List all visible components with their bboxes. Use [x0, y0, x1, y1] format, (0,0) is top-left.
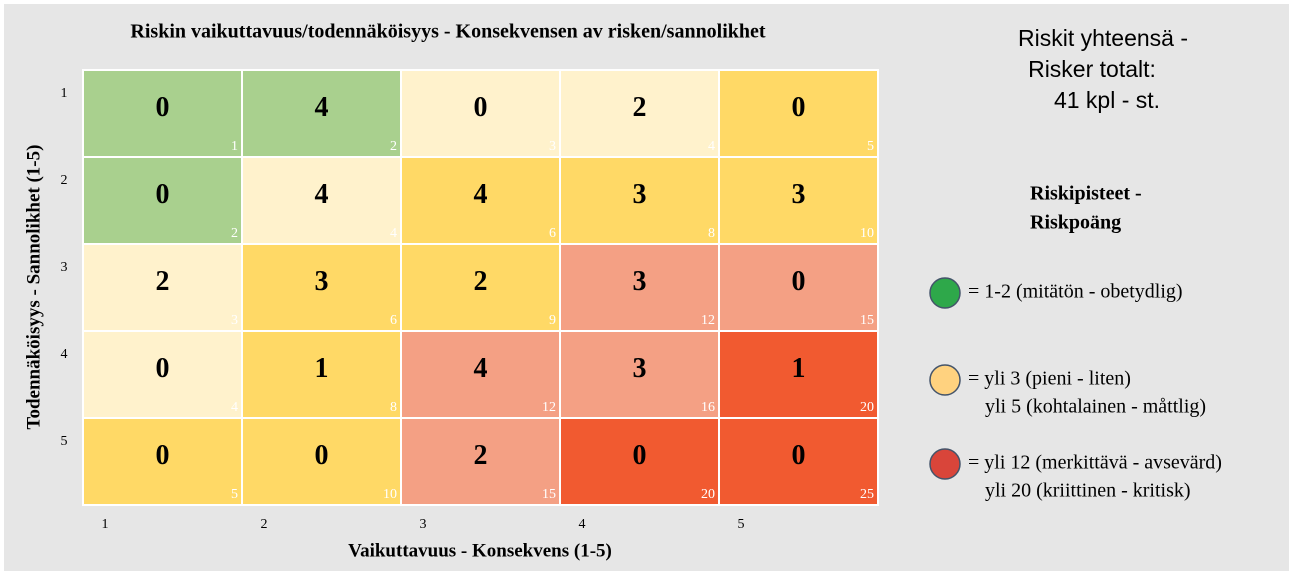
x-tick-label: 1: [102, 517, 109, 532]
cell-score: 8: [708, 226, 715, 241]
cell-score: 12: [701, 313, 715, 328]
cell: [559, 243, 720, 332]
legend-text: yli 5 (kohtalainen - måttlig): [985, 396, 1206, 418]
cell: [400, 243, 561, 332]
legend-text: = 1-2 (mitätön - obetydlig): [968, 281, 1183, 303]
cell: [559, 417, 720, 506]
x-tick-label: 4: [579, 517, 586, 532]
cell-count: 0: [156, 179, 170, 210]
cell: [241, 417, 402, 506]
legend-swatch: [929, 448, 961, 480]
cell-score: 20: [860, 400, 874, 415]
cell-count: 0: [792, 92, 806, 123]
cell-count: 3: [633, 179, 647, 210]
cell-count: 0: [156, 92, 170, 123]
cell-count: 0: [315, 440, 329, 471]
cell: [718, 417, 879, 506]
total-text: Riskit yhteensä -: [1018, 25, 1188, 51]
cell: [241, 243, 402, 332]
cell-score: 10: [860, 226, 874, 241]
cell: [559, 330, 720, 419]
cell: [400, 417, 561, 506]
cell-score: 4: [231, 400, 238, 415]
cell-score: 2: [390, 139, 397, 154]
cell-count: 2: [156, 266, 170, 297]
cell-count: 1: [315, 353, 329, 384]
x-tick-label: 5: [738, 517, 745, 532]
y-tick-label: 5: [61, 434, 68, 449]
cell: [82, 69, 243, 158]
cell-score: 3: [231, 313, 238, 328]
cell: [82, 330, 243, 419]
chart-title: Riskin vaikuttavuus/todennäköisyys - Kon…: [130, 21, 766, 43]
cell-count: 0: [156, 353, 170, 384]
cell-score: 15: [860, 313, 874, 328]
legend-swatch: [929, 277, 961, 309]
cell-score: 15: [542, 487, 556, 502]
x-tick-label: 2: [261, 517, 268, 532]
cell-count: 0: [792, 266, 806, 297]
x-axis-label: Vaikuttavuus - Konsekvens (1-5): [348, 540, 612, 561]
cell: [400, 69, 561, 158]
cell-score: 16: [701, 400, 715, 415]
cell-count: 4: [474, 353, 488, 384]
cell-score: 9: [549, 313, 556, 328]
legend-title: Riskpoäng: [1030, 212, 1121, 234]
cell-count: 2: [633, 92, 647, 123]
x-tick-label: 3: [420, 517, 427, 532]
cell: [400, 156, 561, 245]
legend-text: yli 20 (kriittinen - kritisk): [985, 480, 1191, 502]
cell-count: 2: [474, 266, 488, 297]
cell: [400, 330, 561, 419]
cell-score: 12: [542, 400, 556, 415]
cell-score: 10: [383, 487, 397, 502]
cell: [718, 330, 879, 419]
cell-score: 2: [231, 226, 238, 241]
total-text: 41 kpl - st.: [1054, 87, 1160, 113]
cell-count: 0: [792, 440, 806, 471]
cell-score: 20: [701, 487, 715, 502]
total-text: Risker totalt:: [1028, 56, 1156, 82]
legend-swatch: [929, 364, 961, 396]
cell-count: 1: [792, 353, 806, 384]
cell: [241, 69, 402, 158]
legend-title: Riskipisteet -: [1030, 183, 1142, 205]
cell: [718, 156, 879, 245]
cell-score: 3: [549, 139, 556, 154]
cell-count: 0: [156, 440, 170, 471]
cell-count: 4: [474, 179, 488, 210]
cell: [241, 330, 402, 419]
cell-count: 0: [474, 92, 488, 123]
cell-score: 25: [860, 487, 874, 502]
cell-count: 3: [633, 266, 647, 297]
cell-score: 1: [231, 139, 238, 154]
cell-count: 3: [792, 179, 806, 210]
cell-count: 4: [315, 179, 329, 210]
cell-score: 6: [549, 226, 556, 241]
y-axis-label: Todennäköisyys - Sannolikhet (1-5): [23, 145, 44, 430]
y-tick-label: 3: [61, 260, 68, 275]
cell-score: 6: [390, 313, 397, 328]
y-tick-label: 4: [61, 347, 68, 362]
legend-text: = yli 12 (merkittävä - avsevärd): [968, 452, 1222, 474]
cell-count: 4: [315, 92, 329, 123]
legend-text: = yli 3 (pieni - liten): [968, 368, 1131, 390]
cell-count: 0: [633, 440, 647, 471]
cell-score: 5: [231, 487, 238, 502]
cell-count: 3: [315, 266, 329, 297]
cell-score: 4: [708, 139, 715, 154]
cell: [718, 243, 879, 332]
cell: [559, 156, 720, 245]
cell-score: 4: [390, 226, 397, 241]
cell-count: 2: [474, 440, 488, 471]
y-tick-label: 1: [61, 86, 68, 101]
cell-score: 5: [867, 139, 874, 154]
y-tick-label: 2: [61, 173, 68, 188]
cell-count: 3: [633, 353, 647, 384]
cell: [82, 417, 243, 506]
cell-score: 8: [390, 400, 397, 415]
